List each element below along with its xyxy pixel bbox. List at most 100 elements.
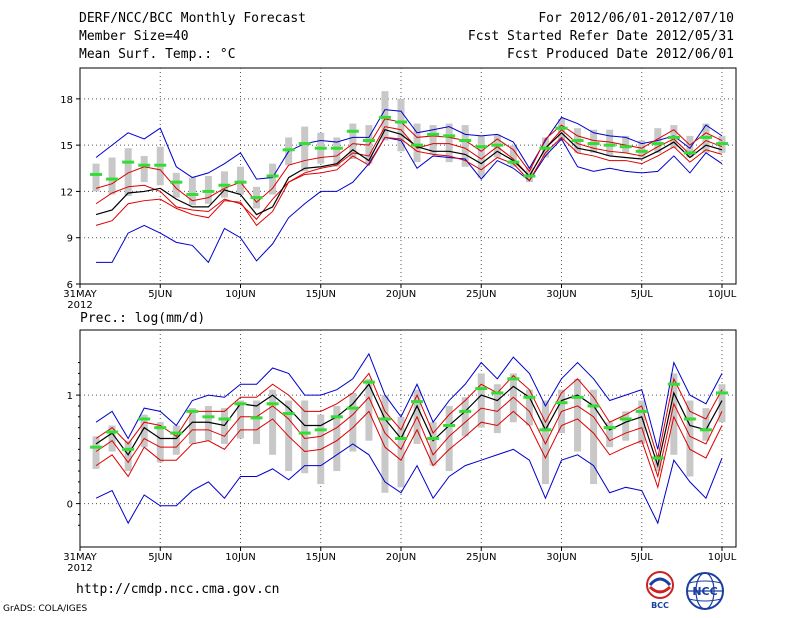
fcst-started-date: Fcst Started Refer Date 2012/05/31 [467,29,734,44]
source-url[interactable]: http://cmdp.ncc.cma.gov.cn [76,582,280,597]
prec-observed-marker [716,391,728,395]
temp-x-tick-label: 25JUN [466,289,496,300]
temp-quantile-line [95,126,723,220]
prec-observed-marker [378,417,391,421]
temp-spread-box [686,135,694,158]
prec-spread-box [445,405,453,472]
prec-x-tick-label: 10JUL [708,552,737,563]
temp-observed-marker [443,134,456,138]
temp-spread-box [108,157,116,195]
prec-observed-marker [459,409,472,413]
temp-x-tick-label: 10JUL [708,289,737,300]
prec-observed-marker [282,412,295,416]
prec-observed-marker [362,380,375,384]
prec-observed-marker [475,387,488,391]
prec-observed-marker [667,382,680,386]
prec-observed-marker [218,417,231,421]
temp-observed-marker [716,142,728,146]
temp-x-tick-label: 31MAY [63,289,97,300]
prec-spread-box [606,422,614,448]
prec-observed-marker [298,431,311,435]
prec-observed-marker [539,428,552,432]
temp-observed-marker [475,145,488,149]
prec-ensemble-mean-line [95,383,723,468]
temp-observed-marker [218,183,231,187]
prec-observed-marker [122,447,135,451]
prec-observed-marker [427,437,440,440]
temp-observed-marker [395,120,407,124]
temp-spread-box [525,166,533,183]
prec-spread-box [477,373,485,428]
prec-spread-box [461,397,469,437]
temp-envelope-line [96,136,723,264]
prec-observed-marker [523,395,536,399]
prec-observed-marker [651,456,664,460]
prec-spread-box [124,440,132,472]
temp-x-tick-label: 10JUN [225,289,255,300]
forecast-period: For 2012/06/01-2012/07/10 [538,11,734,26]
prec-observed-marker [170,431,183,435]
prec-observed-marker [186,409,199,413]
temp-y-tick-label: 18 [60,95,73,106]
temp-y-tick-label: 15 [60,141,73,152]
prec-observed-marker [154,426,167,430]
prec-observed-marker [234,402,247,406]
prec-y-tick-label: 0 [67,500,73,511]
temp-observed-marker [90,172,103,176]
temp-spread-box [638,140,646,158]
prec-quantile-line [95,410,723,490]
temp-spread-box [461,125,469,167]
temp-spread-box [204,176,212,204]
prec-observed-marker [699,428,712,432]
member-size: Member Size=40 [79,29,189,44]
prec-observed-marker [507,377,520,381]
prec-x-tick-label: 10JUN [225,552,255,563]
temp-x-year-label: 2012 [67,300,92,311]
grads-credit: GrADS: COLA/IGES [3,604,88,614]
temp-observed-marker [362,139,375,143]
prec-spread-box [670,373,678,455]
temp-observed-marker [106,177,119,181]
prec-spread-box [237,400,244,439]
prec-spread-box [493,384,501,434]
temp-observed-marker [427,132,440,136]
prec-spread-box [301,400,309,474]
temp-observed-marker [314,146,327,150]
temp-observed-marker [523,174,536,178]
temp-observed-marker [555,126,568,130]
prec-spread-box [718,384,726,423]
prec-observed-marker [619,417,632,421]
prec-observed-marker [603,426,616,430]
temp-observed-marker [138,163,151,167]
temp-x-tick-label: 5JUN [148,289,172,300]
temp-spread-box [172,172,180,198]
prec-observed-marker [314,428,327,432]
temp-envelope-line [95,109,723,180]
temp-observed-marker [459,139,472,143]
temp-observed-marker [683,151,696,155]
temp-observed-marker [346,129,359,133]
temp-observed-marker [507,160,520,164]
prec-x-tick-label: 25JUN [466,552,496,563]
prec-observed-marker [587,404,600,408]
bcc-logo-text: BCC [651,601,669,610]
temp-spread-box [124,148,132,197]
temp-observed-marker [266,174,279,178]
temp-observed-marker [298,142,311,146]
prec-x-year-label: 2012 [67,563,92,574]
temp-observed-marker [651,142,664,146]
temp-spread-box [445,123,453,163]
prec-envelope-line [95,352,723,450]
temp-spread-box [590,129,598,153]
prec-spread-box [686,400,694,477]
prec-spread-box [590,389,598,485]
temp-x-tick-label: 15JUN [306,289,336,300]
temperature-panel: 31MAY 5JUN 10JUN 15JUN 20JUN 25JUN 30JUN 5JUL 10… [60,67,737,311]
temp-spread-box [92,163,100,192]
prec-spread-box [349,392,357,452]
bcc-emblem-icon: BCC [646,571,674,610]
temp-spread-box [509,145,517,167]
temp-spread-box [269,163,277,195]
prec-observed-marker [411,400,424,404]
